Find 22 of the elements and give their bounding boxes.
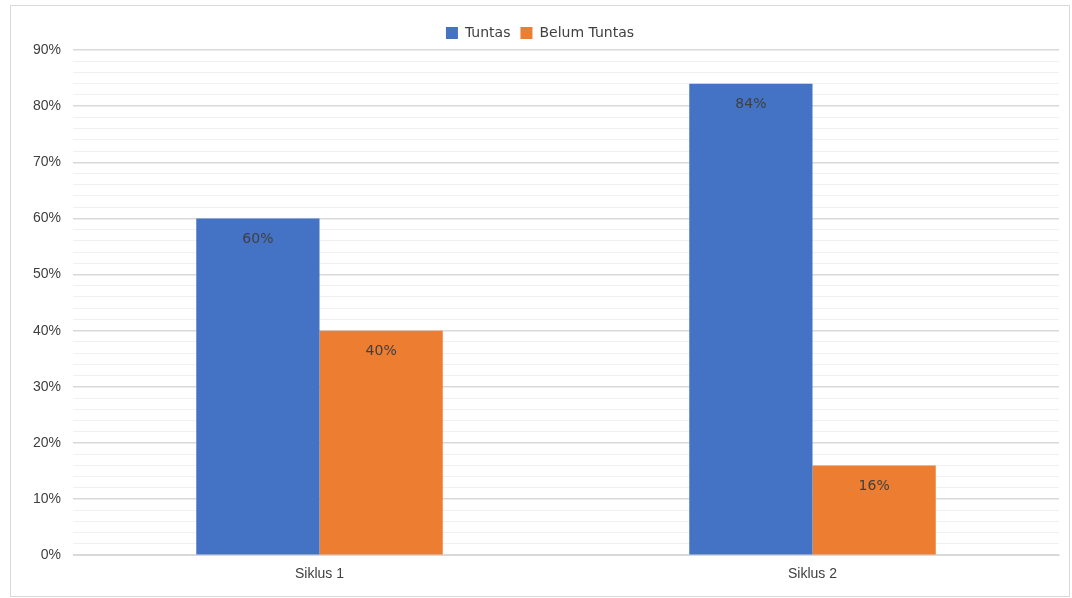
y-tick-label: 50% bbox=[32, 265, 62, 282]
x-tick-label: Siklus 1 bbox=[295, 565, 345, 582]
bar bbox=[319, 330, 443, 555]
data-label: 60% bbox=[242, 230, 274, 247]
data-label: 40% bbox=[365, 342, 397, 359]
data-label: 84% bbox=[735, 95, 767, 112]
bar bbox=[689, 83, 813, 555]
legend-label: Belum Tuntas bbox=[539, 23, 635, 40]
data-label: 16% bbox=[858, 477, 890, 494]
x-tick-label: Siklus 2 bbox=[787, 565, 838, 582]
y-tick-label: 40% bbox=[32, 321, 62, 338]
y-tick-label: 80% bbox=[32, 96, 62, 113]
legend-label: Tuntas bbox=[463, 23, 511, 40]
bar bbox=[812, 465, 936, 555]
y-tick-label: 10% bbox=[32, 489, 62, 506]
bar bbox=[196, 218, 320, 555]
y-tick-label: 60% bbox=[32, 209, 62, 226]
y-tick-label: 20% bbox=[32, 433, 62, 450]
y-tick-label: 70% bbox=[32, 153, 62, 170]
y-tick-label: 90% bbox=[32, 40, 62, 57]
y-tick-label: 0% bbox=[40, 546, 62, 563]
y-tick-label: 30% bbox=[32, 377, 62, 394]
